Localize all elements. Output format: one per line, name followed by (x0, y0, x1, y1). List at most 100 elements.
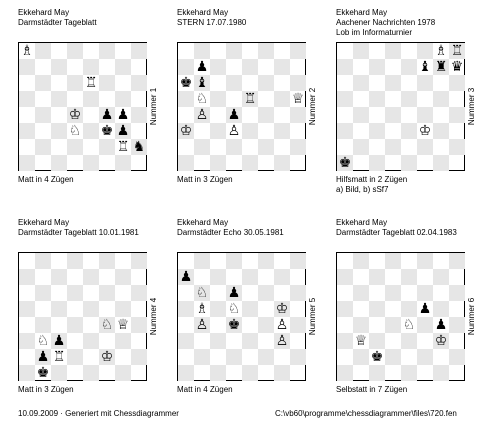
board-square (67, 285, 83, 301)
board-square (242, 317, 258, 333)
white-piece: ♙ (195, 317, 209, 333)
board-square (51, 123, 67, 139)
chess-board: ♘ ♕ ♘ ♟ ♟ ♖ ♔ ♚ (18, 252, 147, 381)
board-square (115, 155, 131, 171)
board-square (178, 155, 194, 171)
board-square (210, 59, 226, 75)
white-piece: ♖ (84, 75, 98, 91)
board-square (242, 139, 258, 155)
board-square (67, 253, 83, 269)
white-piece: ♕ (116, 317, 130, 333)
board-square (337, 139, 353, 155)
board-square (226, 365, 242, 381)
board-square (67, 91, 83, 107)
problem-number: Nummer 3 (467, 42, 476, 171)
board-square (226, 155, 242, 171)
board-square (433, 59, 449, 75)
board-square (178, 43, 194, 59)
black-piece: ♟ (100, 107, 114, 123)
board-square (99, 139, 115, 155)
white-piece: ♘ (195, 91, 209, 107)
black-piece: ♟ (227, 285, 241, 301)
board-square (226, 253, 242, 269)
board-square (290, 301, 306, 317)
white-piece: ♖ (52, 349, 66, 365)
board-square (242, 123, 258, 139)
board-square (131, 155, 147, 171)
board-square (99, 349, 115, 365)
white-piece: ♘ (227, 301, 241, 317)
board-square (290, 123, 306, 139)
board-square (401, 123, 417, 139)
board-square (369, 91, 385, 107)
board-square (242, 333, 258, 349)
board-square (337, 317, 353, 333)
board-square (433, 91, 449, 107)
board-square (290, 365, 306, 381)
board-square (258, 91, 274, 107)
source-line: Lob im Informaturnier (336, 28, 413, 37)
board-square (67, 107, 83, 123)
board-square (178, 269, 194, 285)
board-square (51, 285, 67, 301)
board-square (19, 75, 35, 91)
board-square (210, 317, 226, 333)
board-square (274, 75, 290, 91)
board-square (337, 365, 353, 381)
board-square (242, 301, 258, 317)
board-square (83, 43, 99, 59)
board-square (401, 365, 417, 381)
board-square (67, 269, 83, 285)
board-square (274, 269, 290, 285)
author: Ekkehard May (18, 8, 70, 17)
black-piece: ♟ (116, 107, 130, 123)
board-square (210, 75, 226, 91)
board-square (258, 139, 274, 155)
board-square (274, 349, 290, 365)
board-square (99, 253, 115, 269)
board-square (258, 285, 274, 301)
white-piece: ♕ (354, 333, 368, 349)
board-square (194, 269, 210, 285)
board-square (99, 269, 115, 285)
board-square (131, 285, 147, 301)
board-square (83, 123, 99, 139)
board-square (115, 123, 131, 139)
board-square (258, 75, 274, 91)
black-piece: ♚ (179, 75, 193, 91)
board-square (449, 139, 465, 155)
board-square (337, 333, 353, 349)
board-square (19, 155, 35, 171)
board-square (210, 301, 226, 317)
board-square (178, 123, 194, 139)
board-square (449, 43, 465, 59)
source-line: Darmstädter Tageblatt 10.01.1981 (18, 228, 139, 237)
board-square (290, 155, 306, 171)
board-square (417, 107, 433, 123)
board-square (385, 253, 401, 269)
board-square (194, 155, 210, 171)
board-square (401, 333, 417, 349)
problem-1: Ekkehard May Darmstädter Tageblatt ♗ ♖ ♔ ♟ ♟ ♘ ♚… (18, 8, 173, 208)
board-square (210, 43, 226, 59)
board-square (35, 285, 51, 301)
author: Ekkehard May (177, 218, 229, 227)
board-square (99, 333, 115, 349)
board-square (19, 59, 35, 75)
problem-number-label: Nummer 2 (308, 87, 317, 126)
board-square (210, 253, 226, 269)
board-square (131, 59, 147, 75)
board-square (353, 59, 369, 75)
board-square (178, 301, 194, 317)
board-square (83, 365, 99, 381)
board-square (242, 59, 258, 75)
board-square (226, 285, 242, 301)
board-square (353, 365, 369, 381)
source-line: Darmstädter Tageblatt 02.04.1983 (336, 228, 457, 237)
file-path-footer: C:\vb60\programme\chessdiagrammer\files\… (275, 409, 457, 418)
board-square (35, 75, 51, 91)
author: Ekkehard May (336, 218, 388, 227)
board-square (226, 107, 242, 123)
white-piece: ♔ (179, 123, 193, 139)
board-square (353, 75, 369, 91)
